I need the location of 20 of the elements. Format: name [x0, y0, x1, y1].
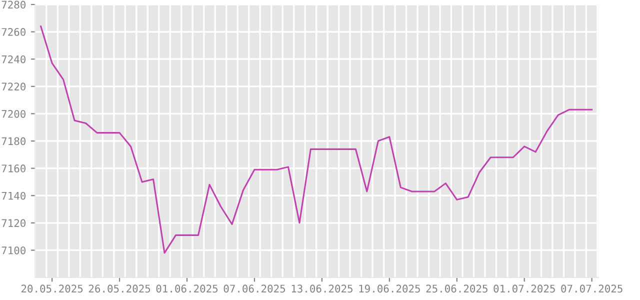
y-tick-label: 7140 [2, 192, 26, 200]
x-tick-label: 13.06.2025 [292, 284, 352, 293]
y-tick-label: 7160 [2, 164, 26, 172]
x-tick-label: 07.07.2025 [561, 284, 622, 293]
line-series [40, 26, 593, 254]
x-tick-label: 07.06.2025 [224, 284, 286, 293]
x-tick-label: 20.05.2025 [21, 284, 83, 293]
x-tick-label: 25.06.2025 [426, 284, 488, 293]
y-tick-label: 7180 [2, 137, 26, 146]
x-tick-label: 01.06.2025 [156, 284, 218, 293]
y-tick-label: 7200 [2, 110, 26, 118]
y-tick-label: 7120 [2, 219, 26, 228]
x-tick-label: 01.07.2025 [494, 284, 555, 293]
y-tick-label: 7280 [2, 0, 26, 9]
y-tick-label: 7260 [2, 28, 26, 36]
y-tick-label: 7100 [2, 246, 26, 254]
x-tick-label: 26.05.2025 [88, 284, 150, 293]
x-tick-label: 19.06.2025 [359, 284, 420, 293]
y-tick-label: 7240 [2, 55, 26, 64]
y-tick-label: 7220 [2, 82, 26, 91]
